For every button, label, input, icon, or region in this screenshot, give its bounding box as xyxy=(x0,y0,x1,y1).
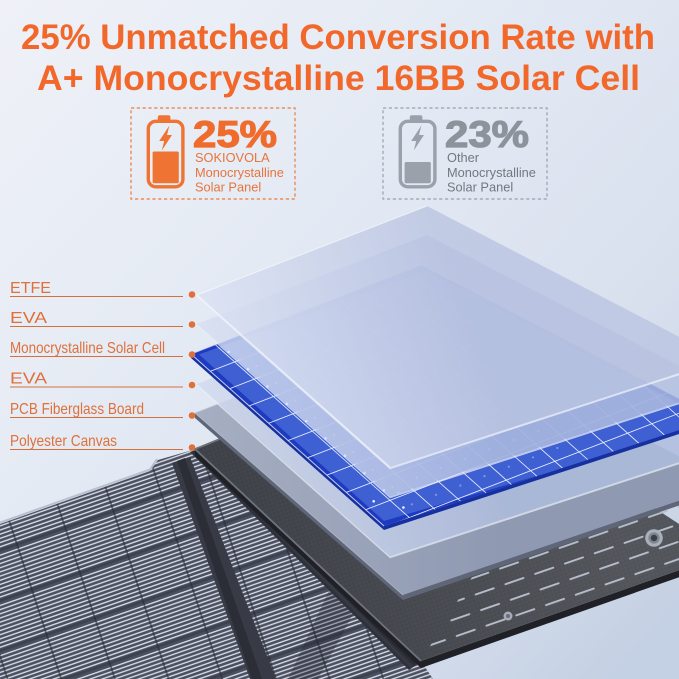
svg-text:Other: Other xyxy=(447,150,480,165)
svg-text:25% Unmatched Conversion Rate: 25% Unmatched Conversion Rate with xyxy=(21,17,655,57)
svg-text:Monocrystalline: Monocrystalline xyxy=(195,165,284,180)
svg-text:EVA: EVA xyxy=(10,371,47,388)
svg-text:23%: 23% xyxy=(445,114,529,155)
svg-text:Solar Panel: Solar Panel xyxy=(447,180,513,195)
svg-text:SOKIOVOLA: SOKIOVOLA xyxy=(195,150,270,165)
svg-text:EVA: EVA xyxy=(10,310,47,327)
svg-text:Monocrystalline Solar Cell: Monocrystalline Solar Cell xyxy=(10,340,165,357)
svg-text:Solar Panel: Solar Panel xyxy=(195,180,261,195)
svg-text:Monocrystalline: Monocrystalline xyxy=(447,165,536,180)
svg-text:PCB Fiberglass Board: PCB Fiberglass Board xyxy=(10,401,144,418)
svg-text:25%: 25% xyxy=(193,114,277,155)
svg-text:A+ Monocrystalline 16BB Solar: A+ Monocrystalline 16BB Solar Cell xyxy=(37,58,640,98)
svg-text:ETFE: ETFE xyxy=(10,280,51,297)
svg-text:Polyester Canvas: Polyester Canvas xyxy=(10,433,117,450)
